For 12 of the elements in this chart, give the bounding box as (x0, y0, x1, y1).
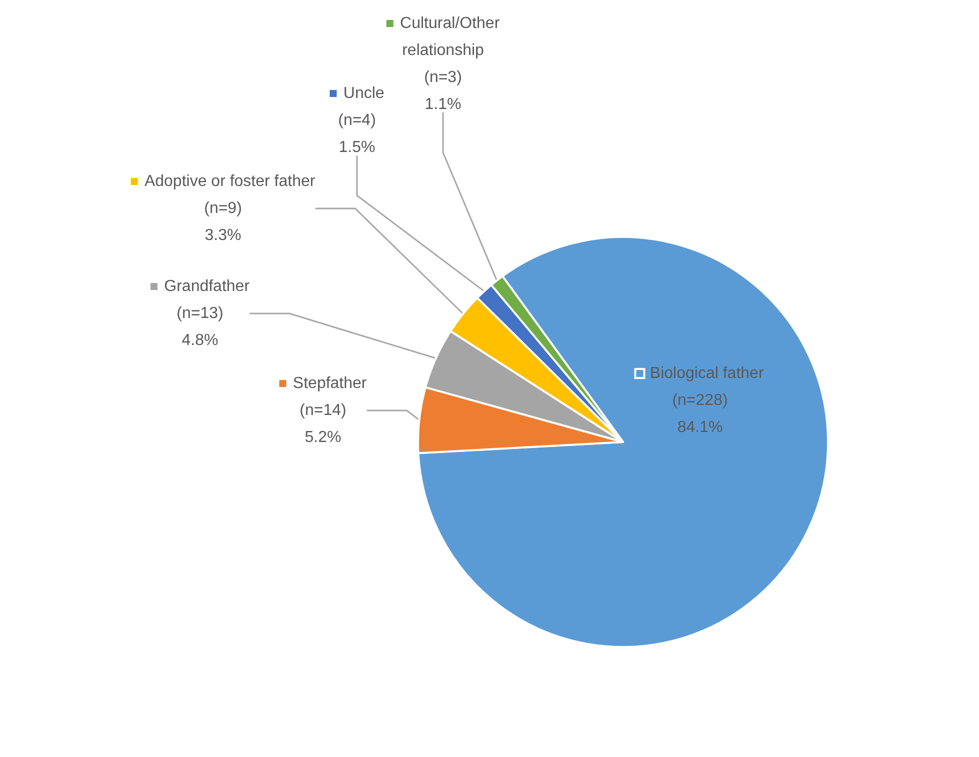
legend-label: Biological father (650, 365, 764, 382)
legend-label: Uncle (343, 85, 384, 102)
data-label: (n=4) 1.5% (338, 112, 376, 156)
legend-label: Stepfather (292, 375, 368, 392)
data-label: (n=13) 4.8% (176, 305, 224, 349)
legend-label: Adoptive or foster father (144, 173, 316, 190)
data-label: (n=228) 84.1% (672, 392, 728, 436)
data-label: (n=3) 1.1% (424, 69, 462, 113)
data-label: (n=14) 5.2% (300, 402, 346, 446)
legend-label: Grandfather (164, 278, 250, 295)
legend-label: Cultural/Other relationship (400, 15, 500, 59)
data-label: (n=9) 3.3% (204, 200, 242, 244)
